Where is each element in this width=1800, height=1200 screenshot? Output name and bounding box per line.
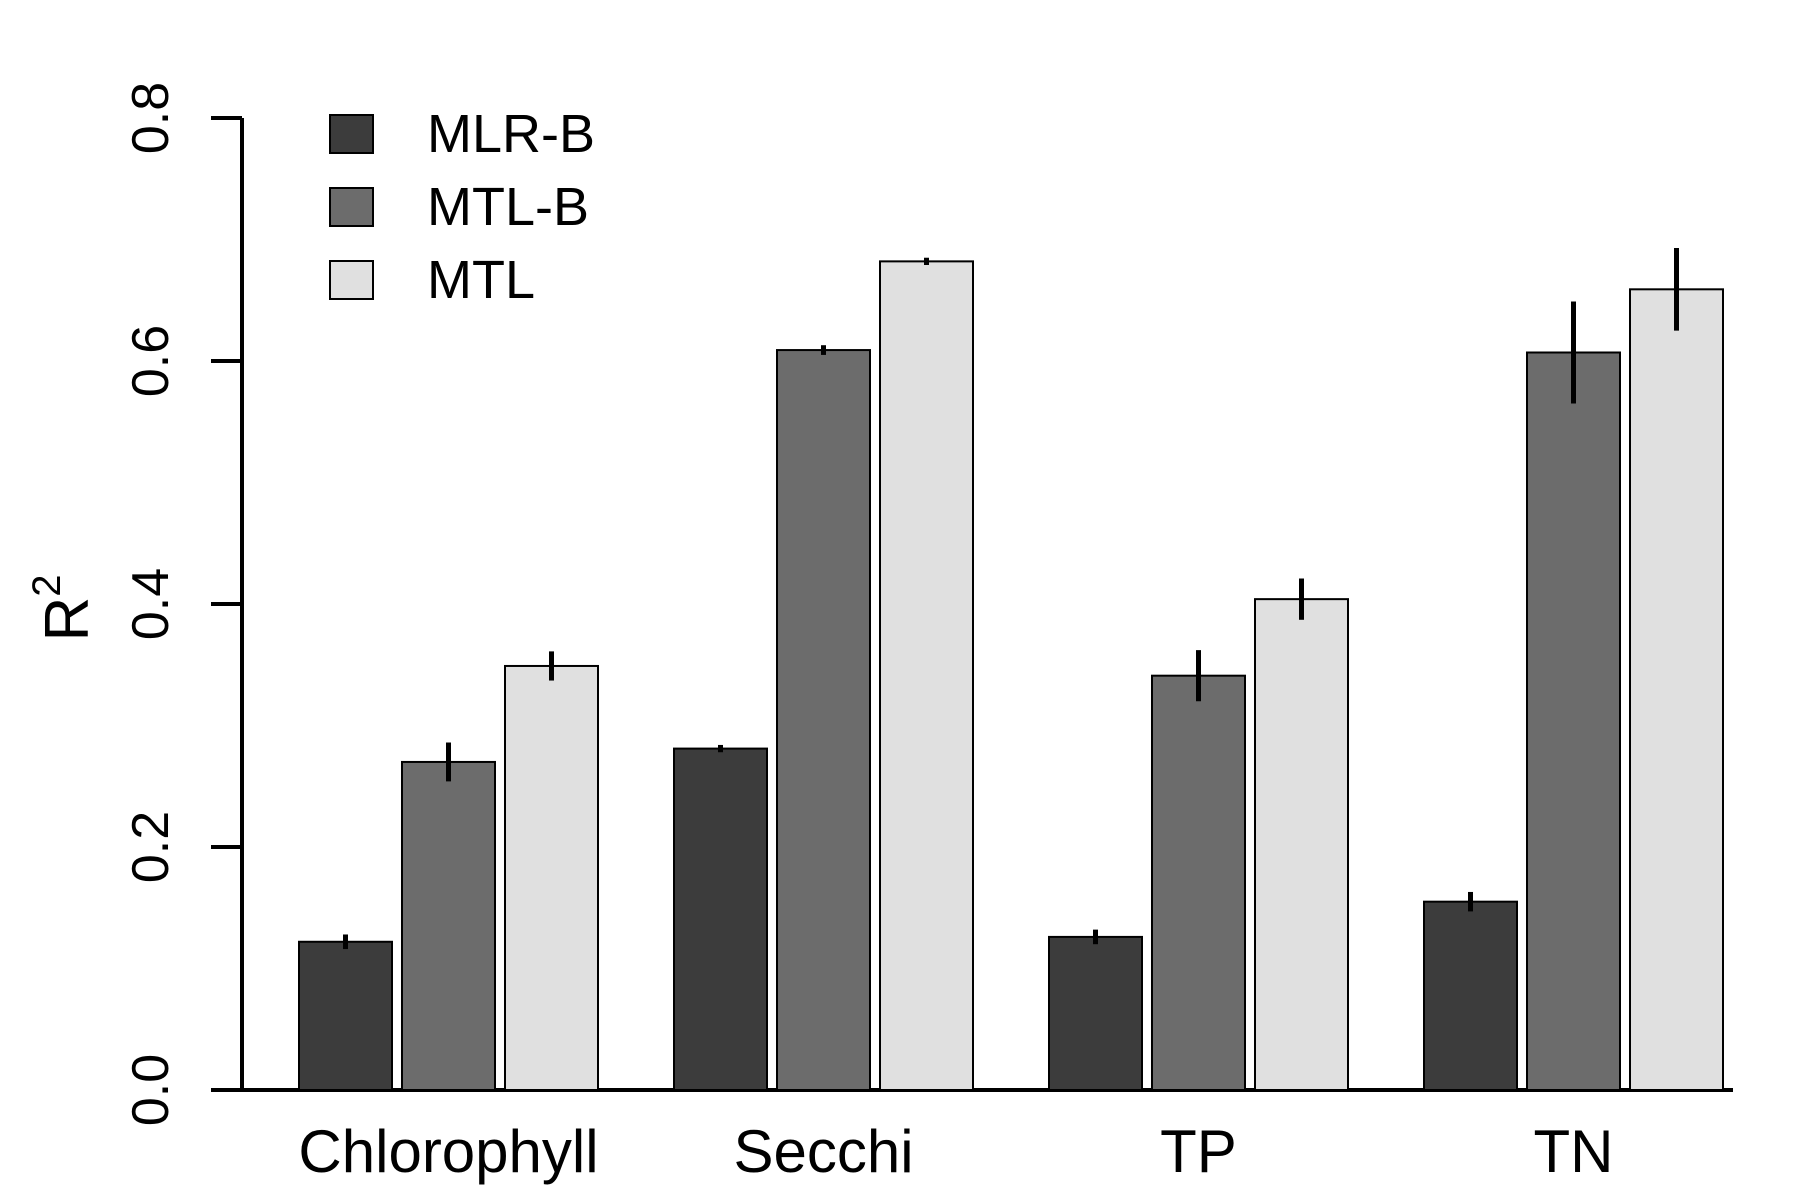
- bar-mtl-b-tn: [1526, 351, 1621, 1091]
- y-tick-label: 0.2: [122, 811, 180, 883]
- x-axis: Chlorophyll Secchi TP TN: [211, 1088, 1733, 1185]
- legend: MLR-B MTL-B MTL: [329, 104, 595, 310]
- x-tick-label: Secchi: [733, 1118, 913, 1185]
- bar-mtl-b-tp: [1151, 674, 1246, 1091]
- bar-mtl-b-chlorophyll: [401, 760, 496, 1091]
- legend-swatch: [329, 260, 374, 300]
- bar-mtl-tn: [1629, 288, 1724, 1091]
- y-tick-label: 0.0: [122, 1054, 180, 1126]
- bar-mtl-secchi: [879, 260, 974, 1091]
- bar-mtl-tp: [1254, 598, 1349, 1091]
- bar-mtl-b-secchi: [776, 349, 871, 1091]
- bar-mlr-b-tn: [1423, 900, 1518, 1091]
- y-tick-label: 0.8: [122, 82, 180, 154]
- x-tick-label: TN: [1534, 1118, 1614, 1185]
- legend-swatch: [329, 187, 374, 227]
- legend-swatch: [329, 114, 374, 154]
- error-bars: [343, 248, 1679, 950]
- legend-label: MTL: [427, 250, 535, 310]
- bar-mlr-b-tp: [1048, 935, 1143, 1091]
- legend-label: MTL-B: [427, 177, 589, 237]
- y-tick-label: 0.6: [122, 325, 180, 397]
- legend-label: MLR-B: [427, 104, 595, 164]
- x-tick-label: TP: [1160, 1118, 1237, 1185]
- bar-mtl-chlorophyll: [504, 664, 599, 1092]
- bars: [298, 260, 1724, 1092]
- y-axis-label: R2: [25, 574, 102, 641]
- y-axis: 0.0 0.2 0.4 0.6 0.8: [122, 82, 244, 1126]
- bar-mlr-b-chlorophyll: [298, 940, 393, 1092]
- y-tick-label: 0.4: [122, 568, 180, 640]
- bar-mlr-b-secchi: [673, 747, 768, 1092]
- x-tick-label: Chlorophyll: [298, 1118, 598, 1185]
